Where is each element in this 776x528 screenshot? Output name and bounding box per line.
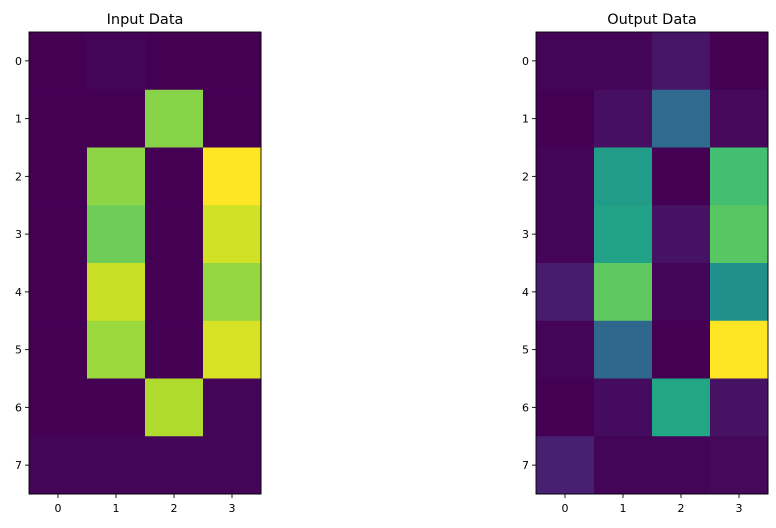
input-heatmap-frame: [28, 31, 262, 495]
input-heatmap-cell: [87, 89, 146, 148]
output-y-tick-label: 5: [522, 344, 529, 357]
output-heatmap-cell: [652, 378, 711, 437]
input-heatmap-cell: [87, 378, 146, 437]
output-heatmap-cell: [652, 147, 711, 206]
output-heatmap-cell: [594, 147, 653, 206]
output-x-tick-label: 0: [562, 502, 569, 515]
output-heatmap-title: Output Data: [607, 12, 697, 28]
input-x-tick-label: 2: [171, 502, 178, 515]
input-heatmap-cell: [29, 320, 88, 379]
output-heatmap-cell: [594, 205, 653, 264]
input-heatmap-cell: [145, 89, 204, 148]
output-heatmap-cell: [710, 320, 769, 379]
output-y-tick-label: 3: [522, 228, 529, 241]
input-heatmap-cell: [145, 32, 204, 91]
input-heatmap-cell: [87, 147, 146, 206]
input-heatmap-cell: [87, 205, 146, 264]
input-heatmap-cell: [87, 436, 146, 495]
output-heatmap-cell: [652, 320, 711, 379]
output-y-tick-label: 6: [522, 401, 529, 414]
output-heatmap-cell: [710, 263, 769, 322]
input-heatmap-cell: [203, 436, 262, 495]
input-heatmap-cell: [29, 436, 88, 495]
output-heatmap-cell: [594, 89, 653, 148]
input-heatmap-cell: [203, 32, 262, 91]
output-heatmap-cell: [652, 32, 711, 91]
input-heatmap-cell: [29, 32, 88, 91]
input-x-tick-label: 3: [229, 502, 236, 515]
output-heatmap-cell: [710, 32, 769, 91]
output-heatmap-cell: [652, 436, 711, 495]
input-heatmap-cell: [29, 205, 88, 264]
output-heatmap-cell: [536, 147, 595, 206]
output-heatmap-cell: [536, 320, 595, 379]
output-heatmap-frame: [535, 31, 769, 495]
output-heatmap-cell: [536, 32, 595, 91]
output-heatmap-cell: [536, 205, 595, 264]
output-heatmap-cell: [594, 32, 653, 91]
input-heatmap-cell: [203, 205, 262, 264]
output-y-tick-label: 4: [522, 286, 529, 299]
output-y-tick-label: 1: [522, 113, 529, 126]
output-heatmap-cell: [710, 436, 769, 495]
output-heatmap-cell: [594, 320, 653, 379]
input-heatmap-cell: [145, 378, 204, 437]
output-x-tick-label: 2: [678, 502, 685, 515]
input-y-tick-label: 7: [15, 459, 22, 472]
output-heatmap-cell: [594, 263, 653, 322]
output-heatmap-cell: [710, 89, 769, 148]
input-heatmap-cell: [203, 263, 262, 322]
output-heatmap-cell: [536, 89, 595, 148]
input-heatmap-cell: [145, 205, 204, 264]
input-y-tick-label: 2: [15, 170, 22, 183]
input-heatmap-cell: [203, 89, 262, 148]
input-heatmap-cell: [203, 147, 262, 206]
input-y-tick-label: 6: [15, 401, 22, 414]
input-y-tick-label: 0: [15, 55, 22, 68]
output-x-tick-label: 1: [620, 502, 627, 515]
input-heatmap-panel: Input Data 0 1 2 3 0 1 2 3 4 5 6 7: [15, 12, 262, 515]
input-heatmap-title: Input Data: [107, 12, 184, 28]
input-heatmap-cell: [145, 263, 204, 322]
input-y-tick-label: 4: [15, 286, 22, 299]
input-heatmap-cell: [203, 378, 262, 437]
input-heatmap-cell: [87, 32, 146, 91]
input-x-tick-label: 1: [113, 502, 120, 515]
input-heatmap-cell: [145, 147, 204, 206]
input-heatmap-cell: [87, 320, 146, 379]
input-x-tick-label: 0: [55, 502, 62, 515]
output-heatmap-cell: [652, 205, 711, 264]
output-y-tick-label: 2: [522, 170, 529, 183]
output-y-tick-label: 0: [522, 55, 529, 68]
output-y-tick-label: 7: [522, 459, 529, 472]
input-heatmap-cell: [203, 320, 262, 379]
input-heatmap-cell: [29, 263, 88, 322]
input-y-tick-label: 3: [15, 228, 22, 241]
input-heatmap-cell: [87, 263, 146, 322]
output-heatmap-cell: [652, 263, 711, 322]
output-heatmap-cell: [594, 378, 653, 437]
input-y-tick-label: 1: [15, 113, 22, 126]
output-heatmap-cell: [652, 89, 711, 148]
output-heatmap-cell: [710, 378, 769, 437]
input-heatmap-cell: [145, 436, 204, 495]
output-heatmap-cell: [536, 436, 595, 495]
input-heatmap-cell: [29, 147, 88, 206]
output-heatmap-cell: [536, 263, 595, 322]
output-heatmap-cell: [710, 205, 769, 264]
output-heatmap-cell: [594, 436, 653, 495]
input-y-tick-label: 5: [15, 344, 22, 357]
output-heatmap-cell: [536, 378, 595, 437]
output-x-tick-label: 3: [736, 502, 743, 515]
input-heatmap-cell: [29, 378, 88, 437]
input-heatmap-cell: [145, 320, 204, 379]
output-heatmap-cell: [710, 147, 769, 206]
input-heatmap-cell: [29, 89, 88, 148]
output-heatmap-panel: Output Data 0 1 2 3 0 1 2 3 4 5 6 7: [522, 12, 769, 515]
